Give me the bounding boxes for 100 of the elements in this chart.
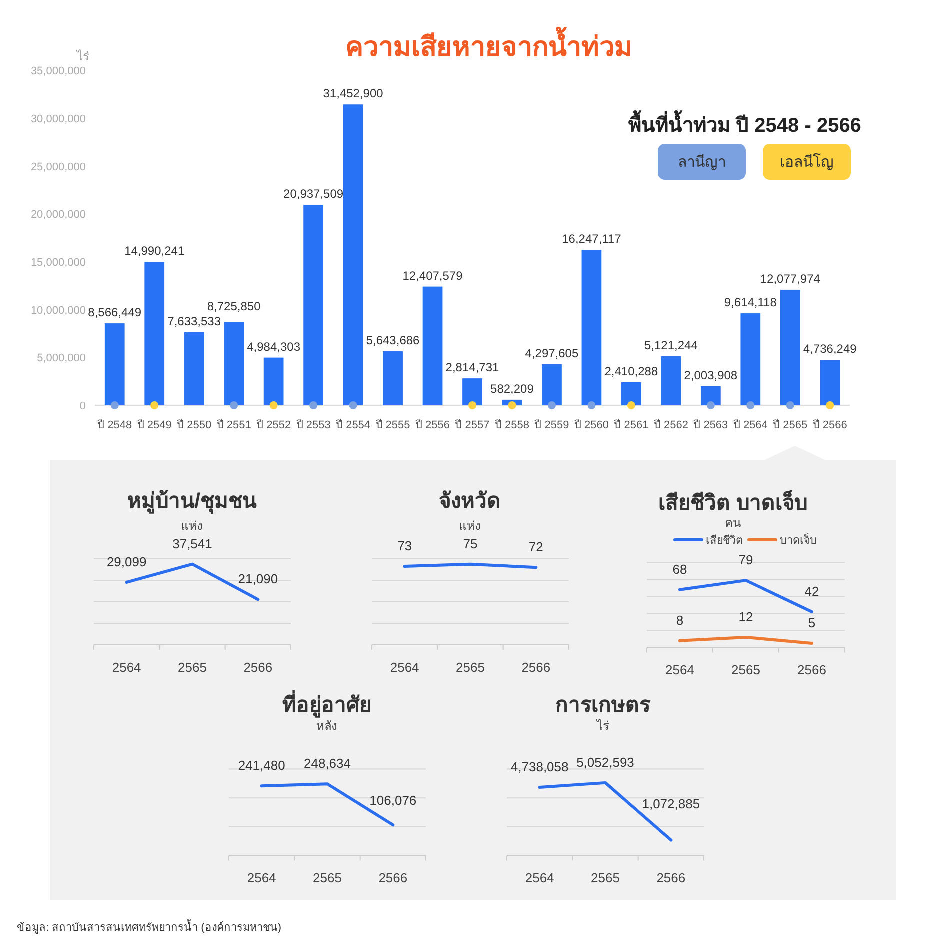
data-label: 4,736,249 — [803, 342, 858, 356]
x-tick-label: 2565 — [178, 660, 207, 675]
x-tick-label: 2565 — [732, 662, 760, 678]
chart-title: การเกษตร — [556, 694, 652, 717]
data-label: 37,541 — [172, 536, 212, 552]
x-tick-label: 2564 — [112, 660, 142, 675]
x-tick-label: ปี 2548 — [96, 418, 132, 432]
x-tick-label: ปี 2553 — [295, 418, 331, 432]
data-label: 5,121,244 — [644, 338, 698, 353]
chart-title: หมู่บ้าน/ชุมชน — [128, 489, 258, 515]
x-tick-label: ปี 2562 — [652, 418, 688, 432]
x-tick-label: ปี 2566 — [812, 418, 848, 432]
text: ข้อมูล: สถาบันสารสนเทศทรัพยากรน้ำ (องค์การมหาชน) — [17, 919, 282, 934]
x-tick-label: 2566 — [656, 870, 686, 886]
data-label: 29,099 — [106, 554, 147, 570]
legend-label: บาดเจ็บ — [780, 533, 817, 547]
data-label: 106,076 — [370, 793, 417, 808]
data-label: 68 — [672, 562, 688, 577]
bar — [462, 378, 482, 406]
data-label: 2,814,731 — [446, 360, 500, 375]
bar — [304, 205, 324, 406]
x-tick-label: ปี 2558 — [494, 418, 530, 432]
bar — [184, 332, 204, 406]
chart-title: เสียชีวิต บาดเจ็บ — [658, 489, 808, 515]
data-label: 9,614,118 — [724, 296, 778, 310]
bar — [740, 314, 761, 406]
y-tick-label: 30,000,000 — [30, 114, 86, 126]
data-label: 4,738,058 — [510, 759, 569, 774]
bar — [343, 104, 364, 406]
x-tick-label: ปี 2555 — [374, 418, 410, 432]
x-tick-label: ปี 2560 — [573, 418, 609, 432]
text: ลานีญา — [678, 154, 726, 171]
data-label: 5,052,593 — [576, 754, 634, 770]
bar — [661, 356, 682, 406]
y-tick-label: 35,000,000 — [30, 66, 86, 78]
data-label: 14,990,241 — [124, 244, 185, 258]
bar — [144, 262, 165, 406]
bar — [383, 352, 403, 406]
data-label: 241,480 — [238, 758, 286, 774]
bar — [582, 250, 602, 406]
x-tick-label: ปี 2552 — [256, 418, 292, 432]
y-tick-label: 0 — [80, 400, 86, 412]
data-label: 2,003,908 — [684, 368, 738, 382]
chart-title: จังหวัด — [439, 490, 501, 513]
x-tick-label: ปี 2556 — [414, 418, 450, 432]
x-tick-label: 2566 — [522, 660, 551, 675]
text: พื้นที่น้ำท่วม ปี 2548 - 2566 — [628, 110, 862, 137]
x-tick-label: 2564 — [390, 660, 420, 675]
data-label: 20,937,509 — [284, 187, 344, 202]
data-label: 75 — [463, 536, 478, 552]
x-tick-label: ปี 2565 — [772, 418, 808, 432]
x-tick-label: ปี 2563 — [692, 418, 728, 432]
chart-title: ความเสียหายจากน้ำท่วม — [346, 26, 632, 62]
y-tick-label: 10,000,000 — [30, 304, 86, 317]
data-label: 72 — [528, 540, 544, 555]
x-tick-label: ปี 2561 — [613, 418, 649, 432]
x-tick-label: ปี 2557 — [454, 418, 490, 432]
x-tick-label: ปี 2549 — [136, 418, 172, 432]
x-tick-label: 2564 — [666, 662, 694, 678]
y-tick-label: 20,000,000 — [30, 209, 86, 222]
bar — [104, 324, 125, 406]
chart-title: ที่อยู่อาศัย — [282, 689, 372, 719]
data-label: 79 — [738, 552, 754, 568]
bar — [422, 286, 443, 406]
x-tick-label: 2565 — [456, 660, 485, 675]
text: เอลนีโญ — [780, 153, 834, 171]
y-tick-label: 5,000,000 — [37, 352, 86, 365]
x-tick-label: 2565 — [591, 870, 620, 886]
data-label: 8,725,850 — [207, 299, 262, 314]
x-tick-label: 2566 — [378, 870, 408, 886]
x-tick-label: ปี 2554 — [335, 418, 371, 432]
x-tick-label: ปี 2559 — [534, 418, 570, 432]
data-label: 248,634 — [304, 756, 351, 772]
bar — [264, 358, 284, 406]
bar — [542, 364, 562, 406]
chart-subtitle: หลัง — [316, 719, 338, 733]
x-tick-label: 2566 — [244, 660, 273, 675]
data-label: 42 — [804, 584, 820, 599]
x-tick-label: ปี 2551 — [216, 418, 252, 432]
data-label: 7,633,533 — [168, 314, 222, 328]
data-label: 5 — [808, 615, 816, 630]
x-tick-label: ปี 2564 — [732, 418, 768, 432]
data-label: 8,566,449 — [88, 306, 142, 320]
bar — [224, 322, 244, 406]
data-label: 12,077,974 — [760, 272, 821, 286]
y-tick-label: 25,000,000 — [30, 161, 86, 174]
bar — [700, 386, 721, 406]
x-tick-label: 2564 — [247, 870, 276, 886]
data-label: 4,984,303 — [247, 340, 301, 354]
chart-subtitle: แห่ง — [181, 519, 203, 533]
bar — [622, 382, 642, 406]
data-label: 4,297,605 — [525, 346, 579, 360]
legend-label: เสียชีวิต — [706, 534, 743, 547]
data-label: 1,072,885 — [642, 796, 700, 812]
y-tick-label: 15,000,000 — [30, 257, 86, 270]
data-label: 16,247,117 — [562, 232, 622, 246]
data-label: 12 — [738, 610, 754, 624]
x-tick-label: 2565 — [313, 870, 342, 886]
data-label: 12,407,579 — [402, 268, 464, 283]
data-label: 31,452,900 — [323, 86, 384, 101]
